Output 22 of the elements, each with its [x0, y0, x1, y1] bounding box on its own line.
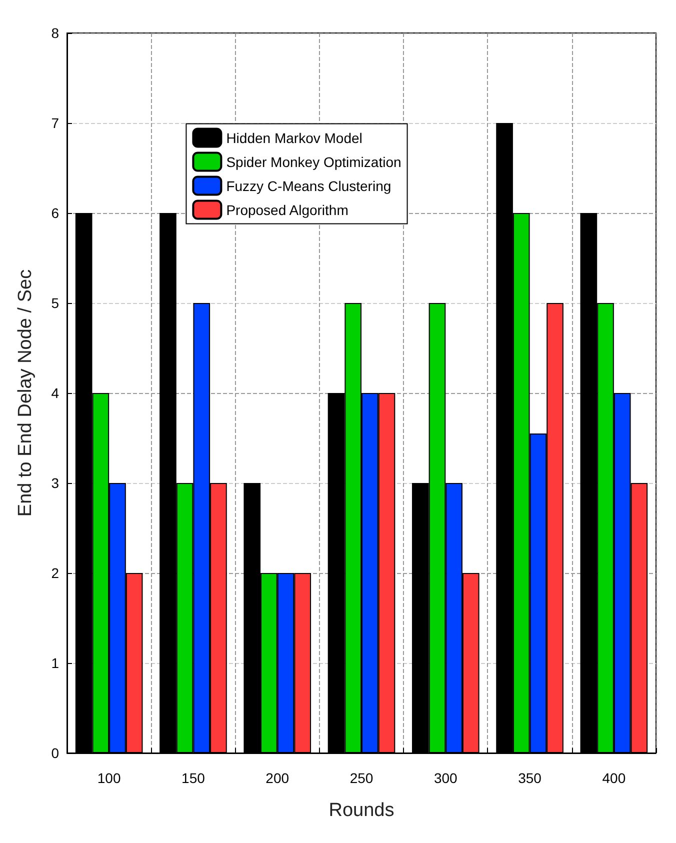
y-tick-label: 3 [51, 475, 60, 491]
legend-label: Spider Monkey Optimization [226, 154, 402, 170]
y-tick-label: 4 [51, 385, 60, 401]
x-tick-label: 350 [518, 770, 542, 786]
y-tick-label: 8 [51, 25, 60, 41]
y-tick-label: 1 [51, 655, 60, 671]
legend-label: Hidden Markov Model [226, 130, 362, 146]
y-axis-title: End to End Delay Node / Sec [15, 269, 36, 517]
y-tick-label: 7 [51, 115, 60, 131]
x-tick-label: 250 [350, 770, 374, 786]
legend-label: Proposed Algorithm [226, 202, 348, 218]
legend-label: Fuzzy C-Means Clustering [226, 178, 392, 194]
y-tick-label: 6 [51, 205, 60, 221]
x-tick-label: 100 [97, 770, 121, 786]
x-tick-label: 300 [434, 770, 458, 786]
x-tick-label: 200 [266, 770, 290, 786]
y-tick-label: 5 [51, 295, 60, 311]
y-tick-label: 0 [51, 745, 60, 761]
x-axis-title: Rounds [328, 800, 394, 821]
x-tick-label: 150 [182, 770, 206, 786]
y-tick-label: 2 [51, 565, 60, 581]
x-tick-label: 400 [602, 770, 626, 786]
